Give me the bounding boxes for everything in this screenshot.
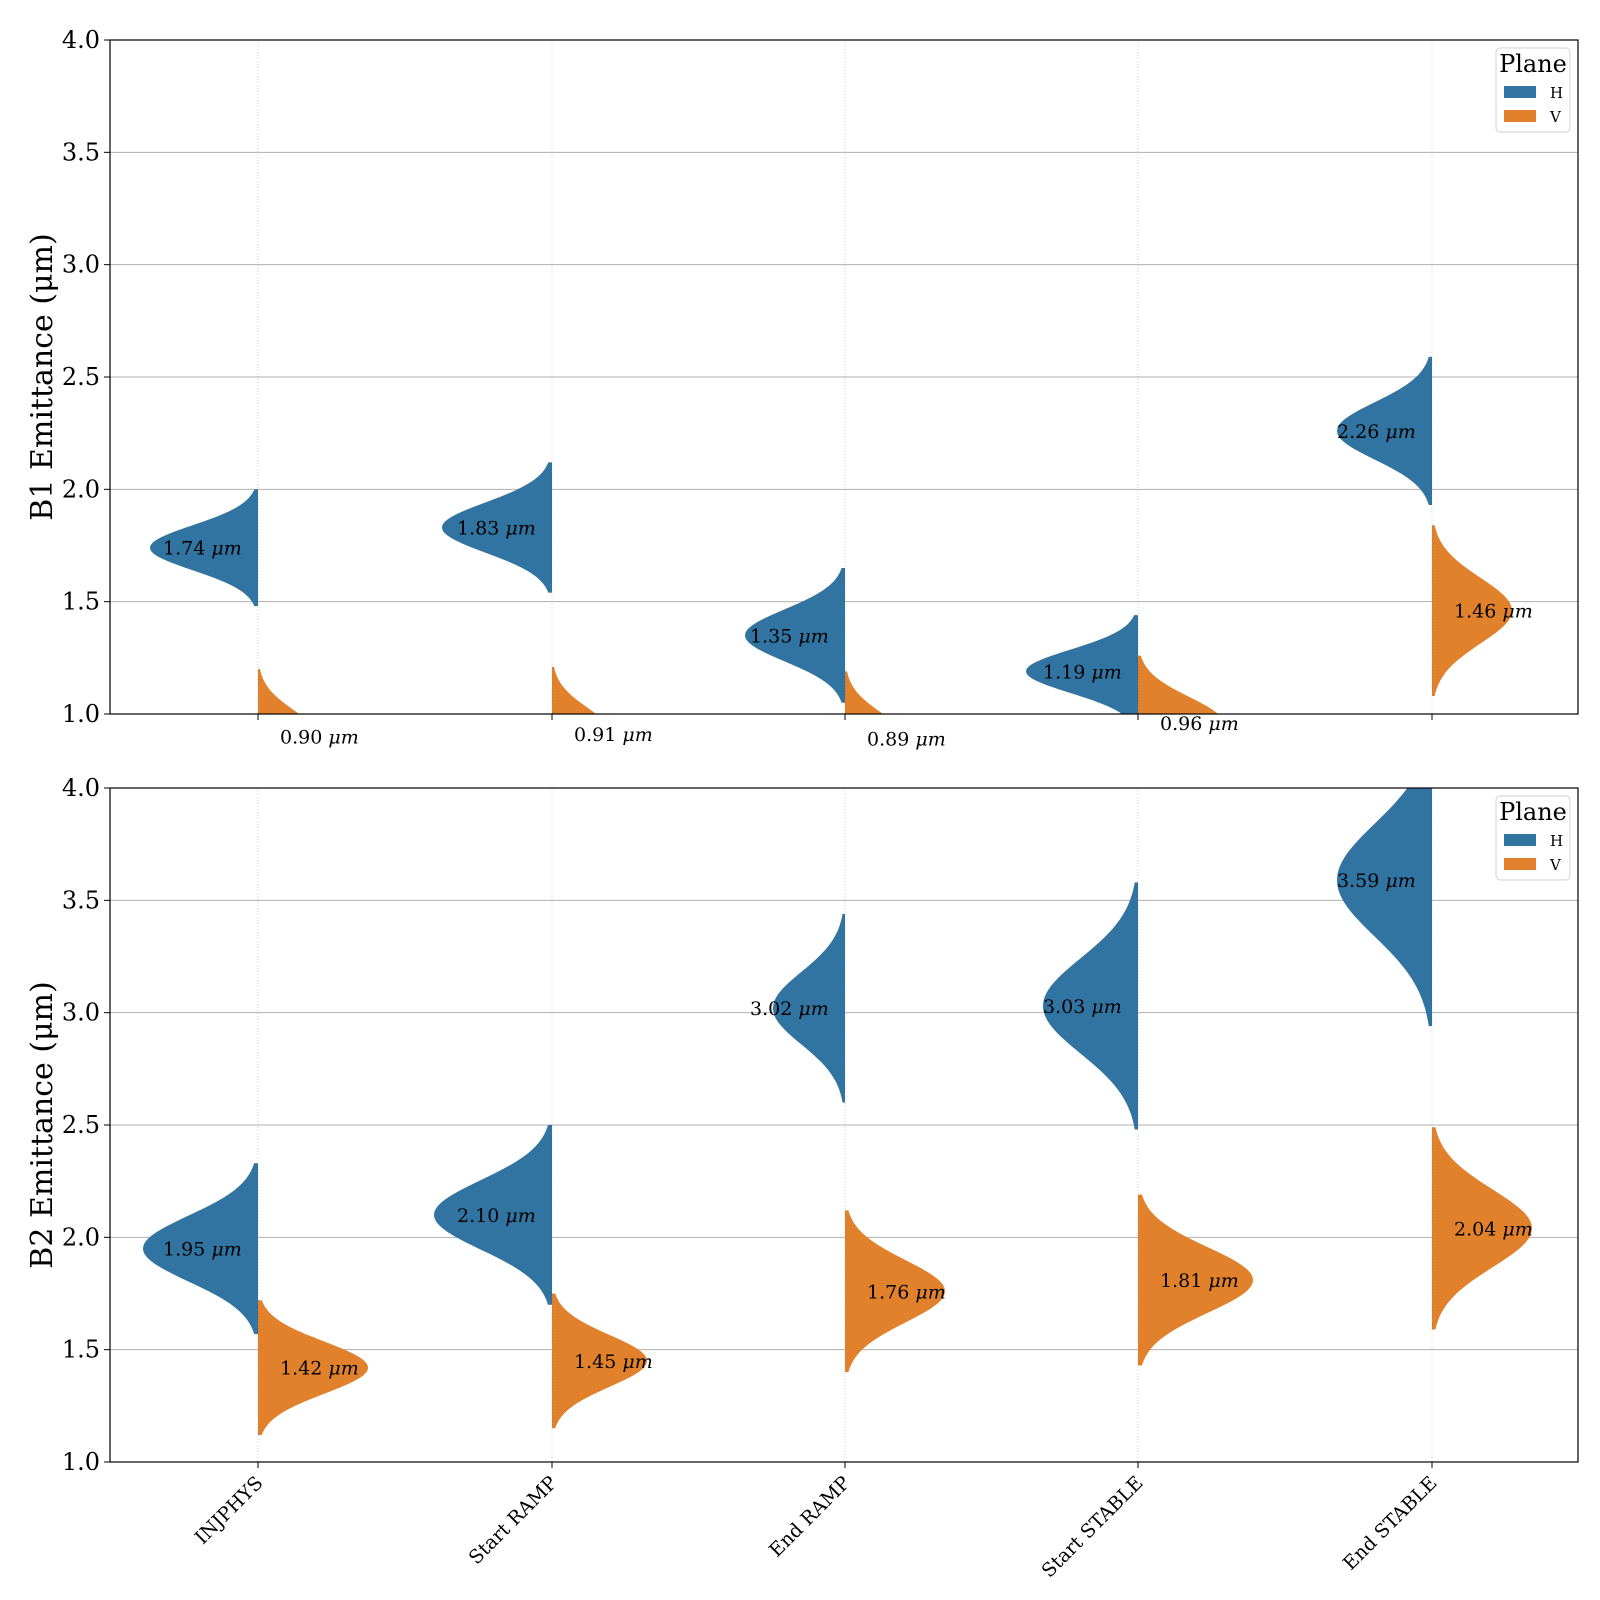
median-label-H-4: 3.59 μm (1337, 870, 1416, 892)
y-tick-label: 4.0 (62, 26, 100, 54)
y-tick-label: 4.0 (62, 774, 100, 802)
y-tick-label: 2.5 (62, 363, 100, 391)
legend-swatch-V (1504, 110, 1536, 122)
y-tick-label: 3.0 (62, 251, 100, 279)
violin-H-0 (143, 1163, 258, 1334)
median-label-V-3: 1.81 μm (1160, 1270, 1239, 1292)
median-label-H-0: 1.95 μm (163, 1239, 242, 1261)
violin-H-1 (434, 1125, 552, 1305)
legend: Plane HV (1495, 47, 1571, 133)
x-tick-label-4: End STABLE (1339, 1472, 1442, 1575)
median-label-V-0: 1.42 μm (280, 1358, 359, 1380)
legend-label-H: H (1550, 832, 1563, 850)
violin-H-0 (150, 489, 258, 607)
y-tick-label: 2.0 (62, 475, 100, 503)
legend-swatch-H (1504, 834, 1536, 846)
x-tick-label-1: Start RAMP (465, 1472, 562, 1569)
median-label-H-0: 1.74 μm (163, 538, 242, 560)
median-label-H-3: 3.03 μm (1043, 996, 1122, 1018)
legend-label-H: H (1550, 84, 1563, 102)
violin-V-4 (1432, 1127, 1532, 1330)
violin-V-2 (845, 671, 884, 714)
y-tick-label: 2.5 (62, 1111, 100, 1139)
median-label-V-3: 0.96 μm (1160, 713, 1239, 735)
legend-swatch-H (1504, 86, 1536, 98)
y-tick-label: 3.5 (62, 886, 100, 914)
median-label-V-4: 2.04 μm (1454, 1218, 1533, 1240)
violin-H-2 (745, 567, 845, 703)
y-tick-label: 1.0 (62, 1448, 100, 1476)
y-tick-label: 1.5 (62, 588, 100, 616)
violin-H-1 (442, 462, 552, 593)
violin-V-4 (1432, 525, 1512, 697)
violin-H-3 (1026, 615, 1138, 714)
legend-label-V: V (1549, 856, 1562, 874)
violin-V-1 (552, 666, 597, 714)
axes-frame (109, 787, 1579, 1463)
violin-H-4 (1337, 356, 1432, 506)
axes-frame (109, 39, 1579, 715)
x-tick-label-2: End RAMP (765, 1472, 855, 1562)
median-label-H-1: 1.83 μm (457, 518, 536, 540)
median-label-H-2: 1.35 μm (750, 625, 829, 647)
legend-label-V: V (1549, 108, 1562, 126)
y-tick-label: 1.0 (62, 700, 100, 728)
legend-title: Plane (1499, 798, 1567, 826)
violin-V-3 (1138, 655, 1219, 714)
legend: Plane HV (1495, 795, 1571, 881)
y-axis-label: B2 Emittance (μm) (25, 981, 60, 1268)
y-tick-label: 3.5 (62, 138, 100, 166)
violin-V-0 (258, 669, 300, 714)
median-label-H-2: 3.02 μm (750, 998, 829, 1020)
panel-2: 1.0 1.5 2.0 2.5 3.0 3.5 4.0 1.95 μm 2.10 μm 3.02 … (25, 774, 1579, 1582)
violin-H-4 (1337, 788, 1432, 1027)
median-label-V-4: 1.46 μm (1454, 601, 1533, 623)
median-label-H-4: 2.26 μm (1337, 421, 1416, 443)
legend-swatch-V (1504, 858, 1536, 870)
x-tick-label-0: INJPHYS (191, 1472, 268, 1549)
violin-H-2 (773, 913, 845, 1103)
median-label-V-1: 1.45 μm (574, 1351, 653, 1373)
median-label-V-0: 0.90 μm (280, 726, 359, 748)
median-label-V-2: 1.76 μm (867, 1281, 946, 1303)
y-tick-label: 1.5 (62, 1336, 100, 1364)
violin-V-1 (552, 1293, 647, 1429)
panel-1-violins (150, 40, 1512, 714)
panel-1: 1.0 1.5 2.0 2.5 3.0 3.5 4.0 1.74 μm 1.83 μm 1.35 … (25, 26, 1579, 751)
median-label-H-3: 1.19 μm (1043, 661, 1122, 683)
median-label-V-2: 0.89 μm (867, 729, 946, 751)
median-label-H-1: 2.10 μm (457, 1205, 536, 1227)
legend-title: Plane (1499, 50, 1567, 78)
median-label-V-1: 0.91 μm (574, 724, 653, 746)
violin-V-2 (845, 1210, 945, 1373)
violin-V-3 (1138, 1194, 1253, 1366)
panel-2-violins (143, 788, 1532, 1462)
y-axis-label: B1 Emittance (μm) (25, 233, 60, 520)
x-tick-label-3: Start STABLE (1038, 1472, 1148, 1582)
y-tick-label: 2.0 (62, 1223, 100, 1251)
violin-H-3 (1043, 882, 1138, 1130)
y-tick-label: 3.0 (62, 999, 100, 1027)
violin-V-0 (258, 1300, 368, 1436)
